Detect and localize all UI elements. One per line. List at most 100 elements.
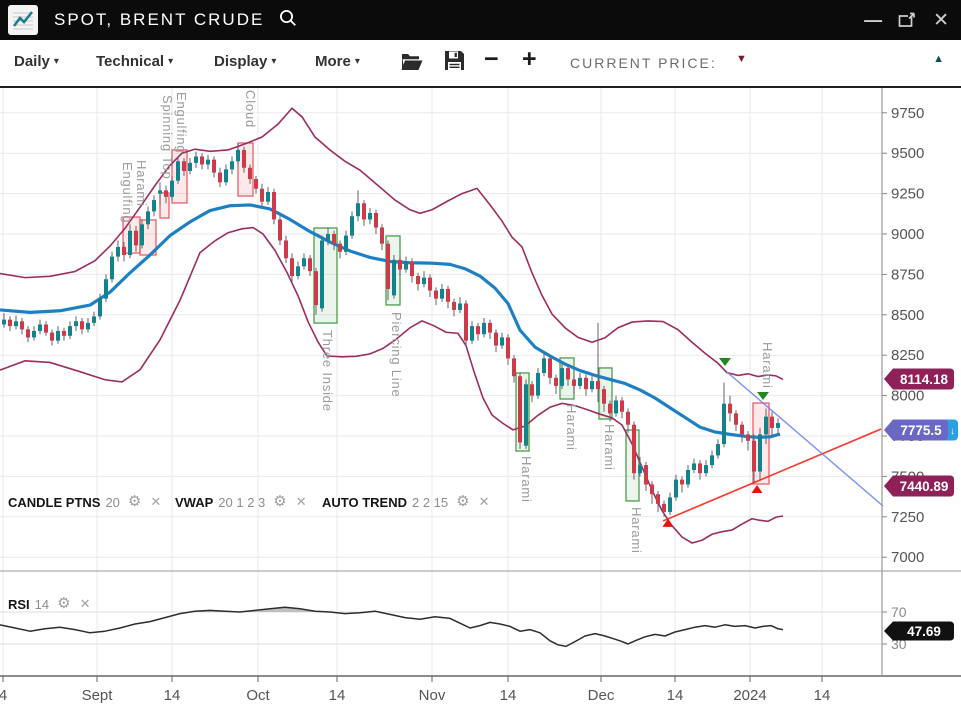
y-tick-label: 9000 [891,226,924,243]
candle-down [218,172,222,183]
gear-icon[interactable]: ⚙ [273,493,287,510]
candle-up [128,230,132,256]
open-folder-icon[interactable] [400,50,424,77]
price-badge [884,368,954,390]
zoom-in-button[interactable]: + [522,45,537,73]
close-icon[interactable]: ✕ [79,596,91,611]
window-title: SPOT, BRENT CRUDE [54,10,265,29]
candle-up [86,322,90,330]
menu-daily[interactable]: Daily ▾ [14,53,59,70]
candle-up [296,266,300,277]
zoom-out-button[interactable]: − [484,45,499,73]
close-icon[interactable]: ✕ [150,494,162,509]
candle-down [134,230,138,246]
candle-up [470,326,474,341]
close-icon[interactable]: ✕ [295,494,307,509]
candle-down [164,190,168,197]
candle-up [170,180,174,197]
candle-down [260,188,264,202]
search-icon[interactable] [278,8,298,33]
candle-down [488,322,492,333]
swing-high-marker [719,358,731,367]
candle-down [752,440,756,472]
ask-price-badge: 7776. 90 ▲ [870,53,944,76]
candle-up [266,191,270,202]
candle-down [530,384,534,396]
candle-up [302,258,306,267]
y-tick-label: 8000 [891,388,924,405]
popout-icon[interactable] [898,11,917,29]
close-icon[interactable]: ✕ [933,9,949,31]
candle-up [482,322,486,335]
menu-more[interactable]: More ▾ [315,53,360,70]
bollinger-upper-line [0,107,784,381]
indicator-row-rsi: RSI 14 ⚙ ✕ [8,596,91,612]
candle-down [374,212,378,228]
gear-icon[interactable]: ⚙ [127,493,142,510]
candle-up [224,169,228,183]
candle-down [698,463,702,474]
x-tick-label: Dec [588,687,615,704]
candle-up [764,416,768,435]
candle-down [410,261,414,277]
gear-icon[interactable]: ⚙ [456,493,470,510]
chart-top-border [0,86,961,88]
candle-down [602,389,606,404]
pattern-label: Piercing Line [389,312,404,398]
price-badge-text: 8114.18 [900,372,949,387]
candle-up [56,330,60,341]
price-badge [884,475,954,497]
price-badge-text: 7775.5 [900,423,942,438]
candle-up [392,259,396,296]
save-icon[interactable] [444,50,465,76]
arrow-up-icon: ▲ [933,53,944,65]
candle-up [560,368,564,386]
candle-down [44,324,48,333]
candle-down [80,321,84,330]
candle-down [212,159,216,173]
tiny-arrow-glyph: ↓ [950,426,955,437]
menu-display[interactable]: Display ▾ [214,53,277,70]
candle-down [278,219,282,241]
candle-up [368,212,372,220]
candle-down [746,434,750,441]
vwap-line [0,203,781,439]
candle-up [638,465,642,474]
swing-high-marker [757,391,769,400]
candle-down [362,203,366,220]
indicator-name: AUTO TREND [322,494,407,510]
gear-icon[interactable]: ⚙ [57,595,71,612]
candle-up [710,455,714,466]
candle-down [314,271,318,306]
candle-down [446,288,450,302]
minimize-icon[interactable]: — [864,10,883,30]
x-tick-label: 2024 [733,687,766,704]
indicator-row-candle-ptns: CANDLE PTNS 20 ⚙ ✕ [8,494,161,510]
indicator-name: RSI [8,596,30,612]
y-tick-label: 7250 [891,509,924,526]
pattern-label: Spinning Top [160,95,175,180]
candle-down [572,379,576,386]
y-tick-label: 8250 [891,347,924,364]
candle-up [176,161,180,181]
candle-down [566,368,570,380]
pattern-label: Dark Cloud [243,86,258,128]
close-icon[interactable]: ✕ [478,494,490,509]
candle-up [158,190,162,194]
candle-up [542,358,546,373]
menu-technical[interactable]: Technical ▾ [96,53,174,70]
candle-down [632,424,636,474]
candle-down [584,377,588,390]
candle-down [476,326,480,335]
y-tick-label: 9500 [891,145,924,162]
candle-up [356,203,360,217]
x-tick-label: 14 [164,687,181,704]
candle-down [122,246,126,256]
candle-up [776,423,780,428]
chart-line-icon [8,5,38,35]
candle-down [386,243,390,289]
candle-down [434,290,438,299]
candle-up [236,149,240,162]
